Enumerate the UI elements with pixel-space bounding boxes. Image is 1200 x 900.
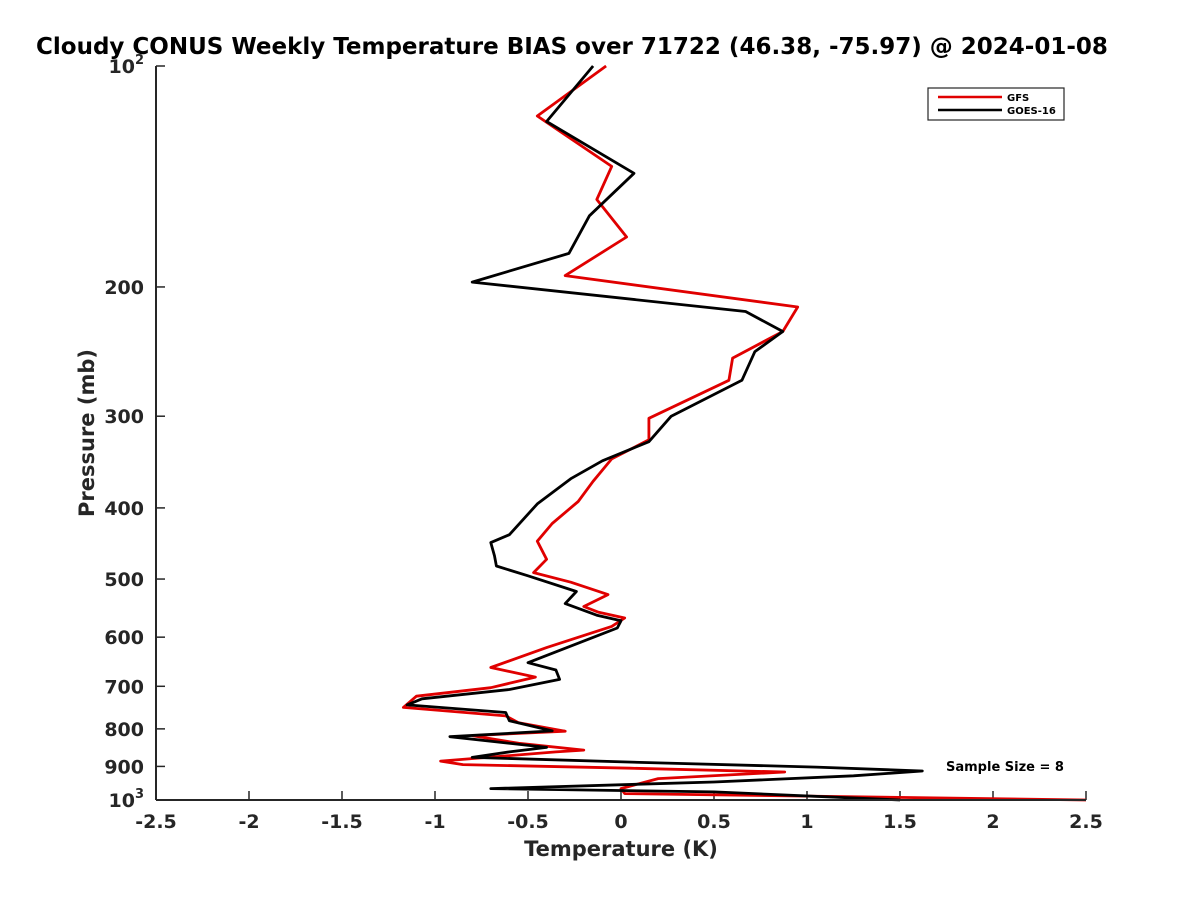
x-tick-label: 1.5 [883,811,917,833]
y-axis-label: Pressure (mb) [75,349,99,517]
legend-box [927,87,1065,121]
series-layer [401,64,1087,802]
x-axis-ticks: -2.5 -2 -1.5 -1 -0.5 0 0.5 1 1.5 2 2.5 [135,791,1103,833]
series-line-goes16 [405,65,924,802]
y-tick-label: 500 [104,569,144,591]
y-tick-label: 400 [104,498,144,520]
x-tick-label: -1 [424,811,445,833]
x-axis-label: Temperature (K) [524,837,718,861]
x-tick-label: 2.5 [1069,811,1103,833]
y-tick-label: 103 [109,787,145,812]
y-tick-label: 700 [104,676,144,698]
legend-label-goes16: GOES-16 [1007,106,1056,117]
sample-size-annotation: Sample Size = 8 [946,760,1064,775]
x-tick-label: 0 [614,811,627,833]
x-tick-label: -0.5 [507,811,549,833]
y-tick-label: 900 [104,756,144,778]
x-tick-label: -1.5 [321,811,363,833]
x-tick-label: 1 [800,811,813,833]
y-tick-label: 800 [104,719,144,741]
legend-label-gfs: GFS [1007,93,1029,104]
y-tick-label: 200 [104,277,144,299]
chart-title: Cloudy CONUS Weekly Temperature BIAS ove… [36,34,1108,60]
legend: GFS GOES-16 [927,87,1065,121]
x-tick-label: 0.5 [697,811,731,833]
y-axis-ticks: 102 200 300 400 500 600 700 800 900 103 [104,53,165,812]
y-tick-label: 102 [109,53,145,78]
y-tick-label: 300 [104,406,144,428]
series-line-gfs [401,64,1087,802]
y-tick-label: 600 [104,627,144,649]
x-tick-label: -2 [238,811,259,833]
x-tick-label: 2 [986,811,999,833]
x-tick-label: -2.5 [135,811,177,833]
